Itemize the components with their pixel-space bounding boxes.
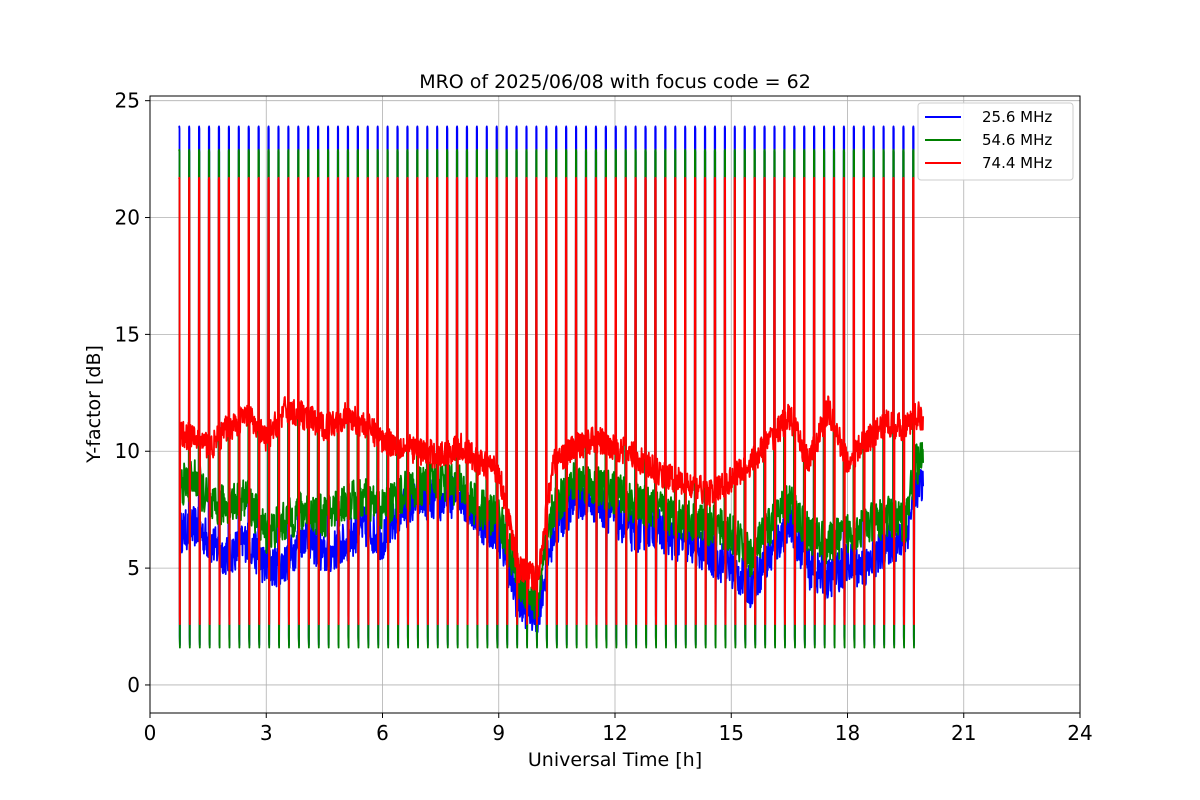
legend: 25.6 MHz 54.6 MHz 74.4 MHz: [917, 102, 1074, 181]
legend-label-25-6: 25.6 MHz: [982, 108, 1052, 126]
x-tick-label: 0: [144, 721, 157, 745]
y-axis-ticks: 0 5 10 15 20 25: [115, 89, 150, 697]
y-tick-label: 10: [115, 439, 140, 463]
y-axis-label: Y-factor [dB]: [83, 345, 105, 464]
x-tick-label: 9: [492, 721, 505, 745]
x-axis-ticks: 0 3 6 9 12 15 18 21 24: [144, 713, 1093, 745]
y-tick-label: 5: [127, 556, 140, 580]
x-tick-label: 21: [951, 721, 976, 745]
x-tick-label: 24: [1067, 721, 1092, 745]
series-layer: [178, 125, 924, 649]
x-tick-label: 15: [719, 721, 744, 745]
y-tick-label: 20: [115, 206, 140, 230]
y-tick-label: 0: [127, 673, 140, 697]
legend-box: [917, 102, 1074, 181]
y-tick-label: 25: [115, 89, 140, 113]
x-tick-label: 6: [376, 721, 389, 745]
x-tick-label: 12: [602, 721, 627, 745]
y-tick-label: 15: [115, 322, 140, 346]
chart-title: MRO of 2025/06/08 with focus code = 62: [419, 71, 811, 93]
series-74-4-mhz: [178, 176, 924, 626]
x-tick-label: 3: [260, 721, 273, 745]
series-54-6-mhz: [178, 148, 924, 649]
legend-label-54-6: 54.6 MHz: [982, 131, 1052, 149]
x-axis-label: Universal Time [h]: [528, 749, 702, 771]
x-tick-label: 18: [835, 721, 860, 745]
legend-label-74-4: 74.4 MHz: [982, 154, 1052, 172]
